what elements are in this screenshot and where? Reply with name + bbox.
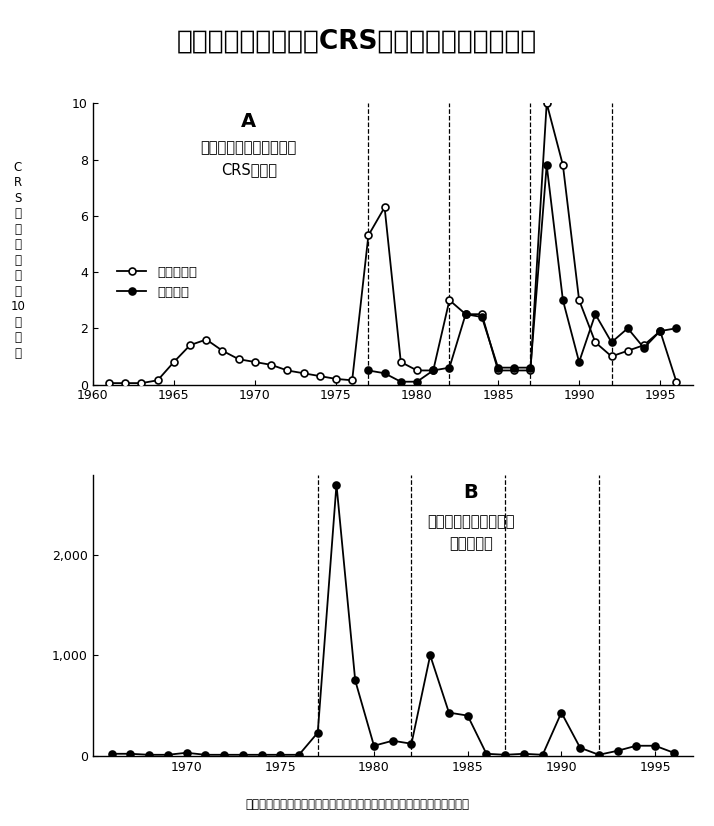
- Text: A: A: [241, 112, 256, 131]
- 聾学校調査: [218, 346, 227, 356]
- 聾学校調査: [105, 378, 114, 388]
- 聾学校調査: [429, 365, 438, 375]
- 聾学校調査: [283, 365, 291, 375]
- 聾学校調査: [154, 375, 162, 385]
- 病院調査: [461, 309, 470, 319]
- 聾学校調査: [234, 354, 243, 364]
- Line: 病院調査: 病院調査: [365, 162, 680, 385]
- 聾学校調査: [137, 378, 146, 388]
- 聾学校調査: [558, 160, 567, 170]
- 病院調査: [445, 363, 453, 373]
- 病院調査: [510, 363, 518, 373]
- 病院調査: [478, 312, 486, 322]
- 病院調査: [575, 357, 583, 367]
- Legend: 聾学校調査, 病院調査: 聾学校調査, 病院調査: [117, 266, 197, 299]
- 病院調査: [494, 363, 503, 373]
- 病院調査: [526, 363, 535, 373]
- Text: B: B: [463, 483, 478, 502]
- 聾学校調査: [672, 377, 680, 387]
- 病院調査: [591, 309, 600, 319]
- 聾学校調査: [543, 98, 551, 108]
- 病院調査: [558, 295, 567, 305]
- 聾学校調査: [186, 340, 194, 350]
- 聾学校調査: [299, 368, 308, 378]
- Text: 風疹感染を理由とする
人工流産数: 風疹感染を理由とする 人工流産数: [427, 514, 514, 551]
- 聾学校調査: [445, 295, 453, 305]
- 聾学校調査: [381, 202, 389, 212]
- 聾学校調査: [267, 360, 276, 370]
- 聾学校調査: [575, 295, 583, 305]
- 聾学校調査: [121, 378, 129, 388]
- Text: 病院と聾学校調査による
CRS発生率: 病院と聾学校調査による CRS発生率: [201, 140, 297, 177]
- 病院調査: [364, 365, 373, 375]
- 聾学校調査: [316, 371, 324, 381]
- 聾学校調査: [251, 357, 259, 367]
- 聾学校調査: [332, 374, 341, 384]
- Text: 先天性風疹症候群（CRS）と人工流産との関係: 先天性風疹症候群（CRS）と人工流産との関係: [177, 29, 537, 55]
- 病院調査: [381, 368, 389, 378]
- 聾学校調査: [413, 365, 421, 375]
- 病院調査: [640, 343, 648, 353]
- 聾学校調査: [461, 309, 470, 319]
- 聾学校調査: [623, 346, 632, 356]
- 聾学校調査: [591, 337, 600, 347]
- 病院調査: [607, 337, 615, 347]
- 聾学校調査: [364, 230, 373, 240]
- 聾学校調査: [478, 309, 486, 319]
- 病院調査: [623, 323, 632, 333]
- 聾学校調査: [656, 326, 665, 336]
- 病院調査: [396, 377, 405, 387]
- 聾学校調査: [640, 340, 648, 350]
- 病院調査: [413, 377, 421, 387]
- 聾学校調査: [510, 365, 518, 375]
- 聾学校調査: [494, 365, 503, 375]
- 聾学校調査: [607, 351, 615, 361]
- 聾学校調査: [202, 335, 211, 344]
- 聾学校調査: [348, 375, 356, 385]
- 病院調査: [543, 160, 551, 170]
- Text: 国立感染症研究所ホームページ「先天性風疹症候群とは」より改変引用: 国立感染症研究所ホームページ「先天性風疹症候群とは」より改変引用: [245, 798, 469, 811]
- 聾学校調査: [170, 357, 178, 367]
- 病院調査: [656, 326, 665, 336]
- 聾学校調査: [526, 365, 535, 375]
- Line: 聾学校調査: 聾学校調査: [106, 100, 680, 387]
- 聾学校調査: [396, 357, 405, 367]
- 病院調査: [672, 323, 680, 333]
- Text: C
R
S
患
児
出
生
数
／
10
万
出
生: C R S 患 児 出 生 数 ／ 10 万 出 生: [11, 161, 25, 359]
- 病院調査: [429, 365, 438, 375]
